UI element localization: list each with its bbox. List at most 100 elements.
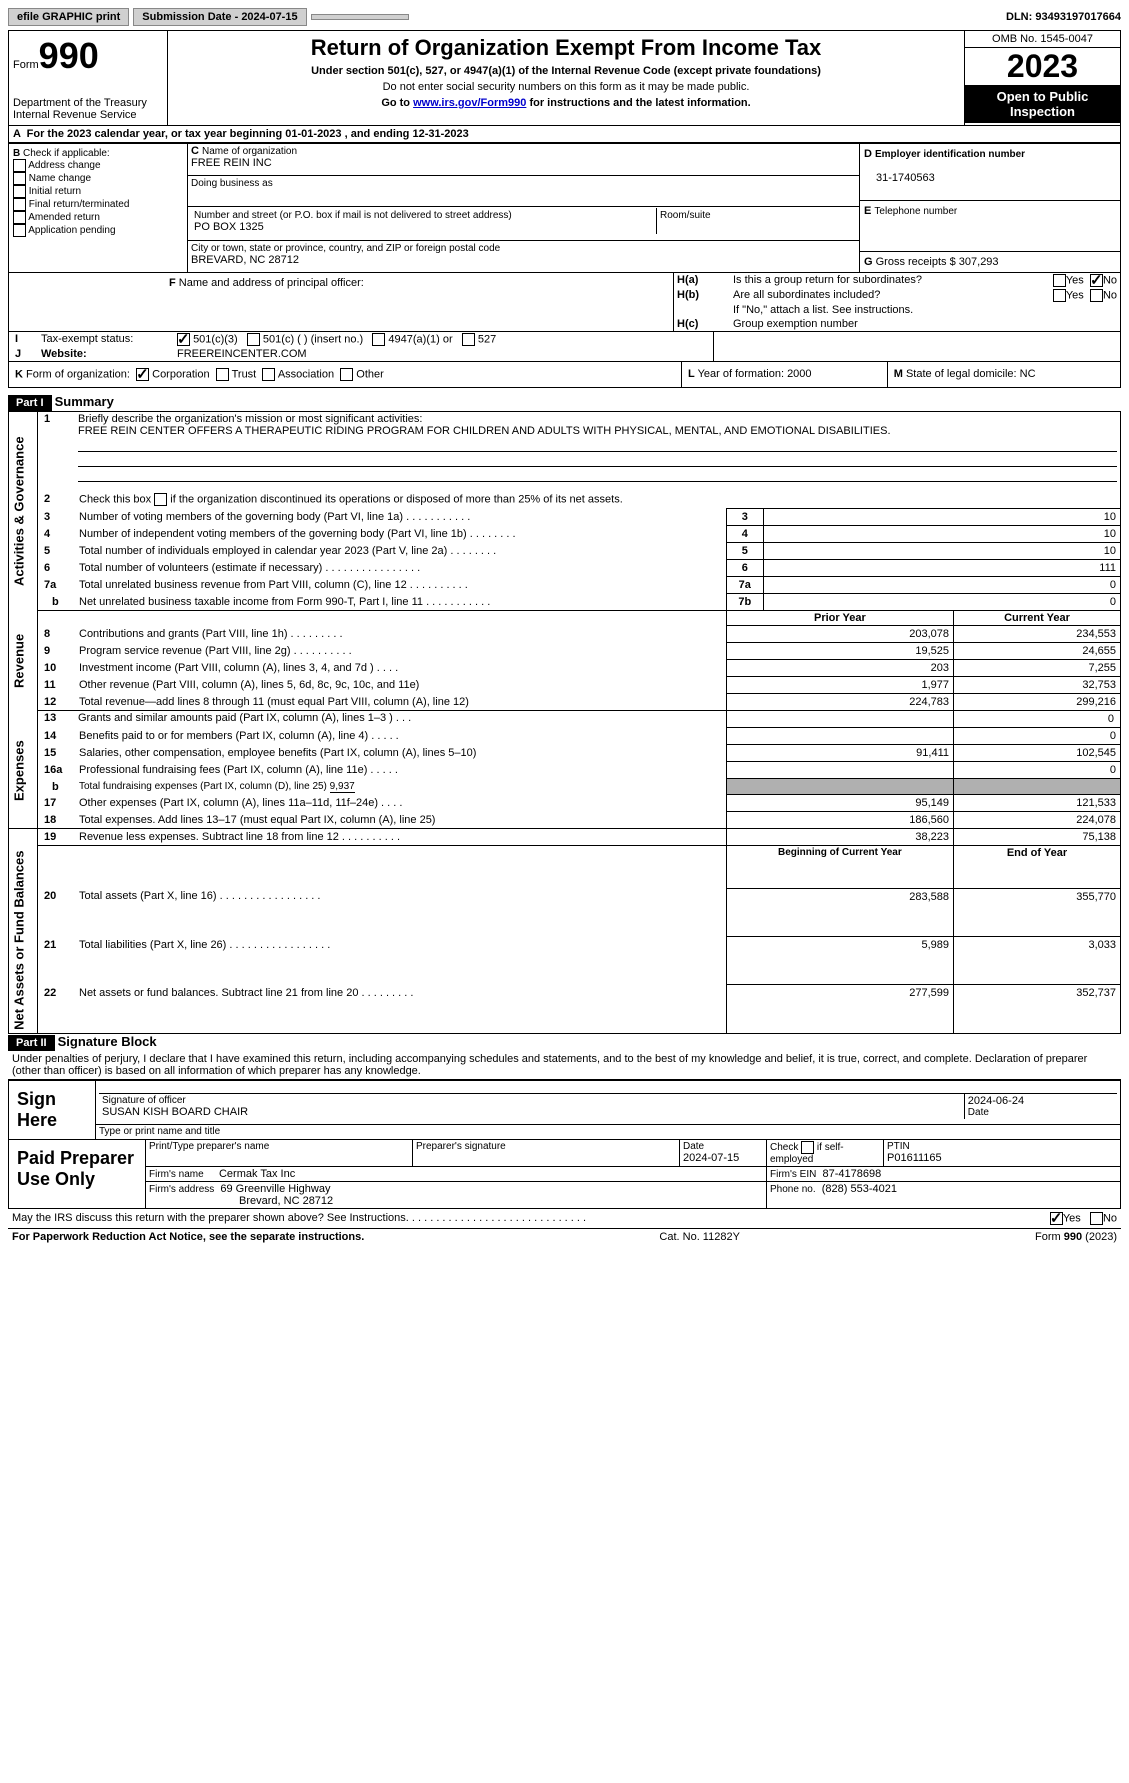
phone: (828) 553-4021 [822,1183,897,1195]
501c-checkbox[interactable] [247,333,260,346]
l13-py [726,711,953,728]
l4-val: 10 [763,526,1120,543]
trust-checkbox[interactable] [216,368,229,381]
b-app: Application pending [28,225,115,236]
name-change-checkbox[interactable] [13,172,26,185]
eoy-header: End of Year [954,846,1121,889]
l9-cy: 24,655 [954,643,1121,660]
l14-num: 14 [38,728,76,745]
discuss-no-checkbox[interactable] [1090,1212,1103,1225]
tax-year: 2023 [965,48,1120,85]
side-revenue: Revenue [9,611,38,711]
final-return-checkbox[interactable] [13,198,26,211]
section-k-l-m: K Form of organization: Corporation Trus… [8,362,1121,388]
l16b-val: 9,937 [330,781,355,793]
org-name: FREE REIN INC [191,157,272,169]
l16a-text: Professional fundraising fees (Part IX, … [79,764,367,776]
l14-text: Benefits paid to or for members (Part IX… [79,730,368,742]
hb-no-checkbox[interactable] [1090,289,1103,302]
print-name-label: Print/Type preparer's name [146,1140,413,1167]
l19-cy: 75,138 [954,829,1121,846]
ptin-label: PTIN [887,1141,910,1152]
g-label: Gross receipts $ [876,256,956,268]
l22-text: Net assets or fund balances. Subtract li… [79,987,358,999]
side-activities: Activities & Governance [9,412,38,611]
omb-number: OMB No. 1545-0047 [965,31,1120,48]
discuss-yes-checkbox[interactable] [1050,1212,1063,1225]
hb-note: If "No," attach a list. See instructions… [730,303,1121,317]
hb-yes-checkbox[interactable] [1053,289,1066,302]
assoc-checkbox[interactable] [262,368,275,381]
goto-post: for instructions and the latest informat… [526,97,750,109]
irs-link[interactable]: www.irs.gov/Form990 [413,97,526,109]
website: FREEREINCENTER.COM [177,348,307,360]
sign-here-label: Sign Here [9,1080,96,1139]
l2-checkbox[interactable] [154,493,167,506]
a-mid: , and ending [345,128,413,140]
c-name-label: Name of organization [202,146,297,157]
firm-addr2: Brevard, NC 28712 [149,1195,333,1207]
submission-date-button[interactable]: Submission Date - 2024-07-15 [133,8,306,26]
goto-pre: Go to [381,97,413,109]
l16a-cy: 0 [954,762,1121,779]
l5-num: 5 [38,543,76,560]
l9-py: 19,525 [726,643,953,660]
goto-line: Go to www.irs.gov/Form990 for instructio… [172,97,960,109]
sign-date-label: Date [968,1107,989,1118]
l14-py [726,728,953,745]
k-label: Form of organization: [26,368,130,380]
k-trust: Trust [232,368,257,380]
l7a-num: 7a [38,577,76,594]
l22-num: 22 [38,985,76,1033]
l18-num: 18 [38,812,76,829]
b-initial: Initial return [29,186,81,197]
a-end: 12-31-2023 [412,128,468,140]
other-checkbox[interactable] [340,368,353,381]
l6-text: Total number of volunteers (estimate if … [79,562,322,574]
initial-return-checkbox[interactable] [13,185,26,198]
self-employed-checkbox[interactable] [801,1141,814,1154]
b-address: Address change [28,160,100,171]
cat-no: Cat. No. 11282Y [659,1231,740,1243]
l-label: Year of formation: [698,368,784,380]
ha-no-checkbox[interactable] [1090,274,1103,287]
501c3-checkbox[interactable] [177,333,190,346]
l2-num: 2 [38,491,76,509]
l11-py: 1,977 [726,677,953,694]
e-label: Telephone number [874,206,957,217]
l3-text: Number of voting members of the governin… [79,511,403,523]
hb-no: No [1103,289,1117,301]
l7b-num: b [38,594,76,611]
application-pending-checkbox[interactable] [13,224,26,237]
527-checkbox[interactable] [462,333,475,346]
ha-yes-checkbox[interactable] [1053,274,1066,287]
4947-checkbox[interactable] [372,333,385,346]
ein: 31-1740563 [864,172,935,184]
footer-form-num: 990 [1064,1231,1082,1243]
blank-button [311,14,409,20]
l13-text: Grants and similar amounts paid (Part IX… [78,712,393,724]
l5-text: Total number of individuals employed in … [79,545,447,557]
l8-text: Contributions and grants (Part VIII, lin… [79,628,288,640]
paid-preparer-label: Paid Preparer Use Only [9,1140,146,1209]
l18-cy: 224,078 [954,812,1121,829]
check-column: B Check if applicable: Address change Na… [9,144,188,272]
phone-label: Phone no. [770,1184,816,1195]
efile-button[interactable]: efile GRAPHIC print [8,8,129,26]
amended-checkbox[interactable] [13,211,26,224]
l1-num: 1 [38,412,76,484]
address-change-checkbox[interactable] [13,159,26,172]
l13-cy: 0 [954,711,1121,728]
l15-num: 15 [38,745,76,762]
l17-text: Other expenses (Part IX, column (A), lin… [79,797,378,809]
dept-treasury: Department of the Treasury [13,97,163,109]
corp-checkbox[interactable] [136,368,149,381]
l10-num: 10 [38,660,76,677]
firm-ein: 87-4178698 [822,1168,881,1180]
m-val: NC [1020,368,1036,380]
part1-title: Summary [55,394,114,409]
l21-num: 21 [38,937,76,985]
l8-py: 203,078 [726,626,953,643]
j-label: Website: [38,347,174,362]
part2-title: Signature Block [58,1034,157,1049]
